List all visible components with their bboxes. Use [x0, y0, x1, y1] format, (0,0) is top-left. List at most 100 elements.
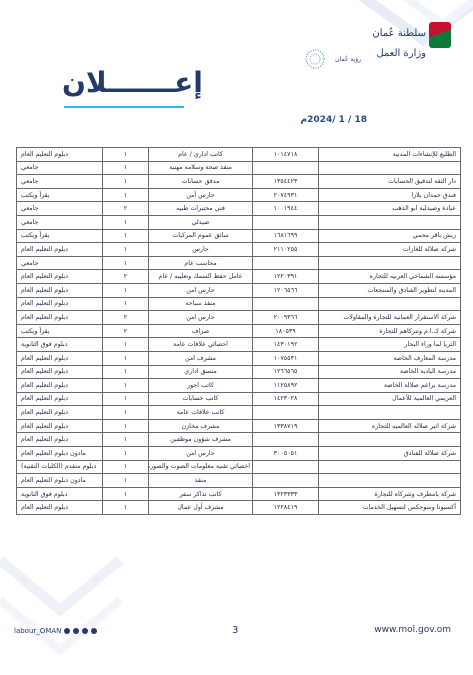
company-cell [318, 459, 461, 475]
qualification-cell: دبلوم التعليم العام [16, 418, 103, 434]
company-cell: مؤسسه الشماخي العربيه للتجاره [318, 269, 461, 284]
cr-number-cell [252, 473, 319, 488]
snapchat-icon[interactable] [91, 628, 98, 634]
count-cell: ١ [102, 255, 149, 271]
ministry-name: سلطنة عُمان وزارة العمل [372, 28, 426, 59]
company-cell: شركة بامطرف وشركاه للتجارة [318, 486, 461, 502]
job-title-cell: مشرف شؤون موظفين [148, 432, 253, 448]
table-row: العزيمي العالمية للأعمال ١٤٢٣٠٢٨ كاتب حساب… [16, 391, 461, 407]
qualification-cell: دبلوم التعليم العام [16, 269, 103, 284]
cr-number-cell [252, 459, 319, 475]
cr-number-cell [252, 255, 319, 271]
job-title-cell: محاسب عام [148, 255, 253, 271]
cr-number-cell: ١٣٥٤٤٢٣ [252, 174, 319, 189]
count-cell: ١ [102, 174, 149, 189]
table-row: زيش باقر محمي ١٦٨١٦٩٩ سائق عموم المركبات ١ ي… [16, 228, 461, 244]
table-row: فندق حمدان بلازا ٢٠٧٤٩٣١ حارس أمن ١ يقرأ ويك… [16, 187, 461, 203]
qualification-cell: يقرأ ويكتب [16, 187, 103, 203]
company-cell: شركة الاستقرار العمانية للتجارة والمقاول… [318, 310, 461, 325]
company-cell: زيش باقر محمي [318, 228, 461, 244]
twitter-icon[interactable] [73, 628, 80, 634]
cr-number-cell: ١٠٧٥٥٣١ [252, 350, 319, 366]
table-row: الطليع للإنشاءات المدنية ١٠١٤٧١٨ كاتب ادار… [16, 147, 461, 162]
cr-number-cell: ١٤٢٣٠٢٨ [252, 391, 319, 407]
website-link[interactable]: www.mol.gov.om [374, 625, 451, 635]
company-cell: شركة ك.ا.م ونتركاهم للتجارة [318, 323, 461, 339]
table-row: مؤسسه الشماخي العربيه للتجاره ١٢٢٠٣٩١ عامل… [16, 269, 461, 284]
qualification-cell: دبلوم التعليم العام [16, 391, 103, 407]
company-cell [318, 432, 461, 448]
table-row: شركة صلالة للفنادق ٣٠٠٥٠٥١ حارس امن ١ مادون … [16, 446, 461, 461]
qualification-cell: دبلوم فوق الثانوية [16, 486, 103, 502]
qualification-cell: دبلوم متقدم (الكليات التقنية) [16, 459, 103, 475]
qualification-cell: دبلوم التعليم العام [16, 378, 103, 393]
cr-number-cell [252, 296, 319, 312]
table-row: شركة صلالة للغازات ٢١١٠٢٥٥ حارس ١ دبلوم التع… [16, 242, 461, 257]
qualification-cell: جامعي [16, 160, 103, 176]
qualification-cell: جامعي [16, 214, 103, 230]
company-cell: دار الثقة لتدقيق الحسابات [318, 174, 461, 189]
table-row: شركة الاستقرار العمانية للتجارة والمقاول… [16, 310, 461, 325]
count-cell: ٢ [102, 310, 149, 325]
company-cell [318, 214, 461, 230]
qualification-cell: دبلوم التعليم العام [16, 364, 103, 380]
table-row: منقذ ١ مادون دبلوم التعليم العام [16, 473, 461, 488]
job-title-cell: صراف [148, 323, 253, 339]
cr-number-cell: ١٢٢٠٣٩١ [252, 269, 319, 284]
cr-number-cell: ١٢٠٦٥٦٦ [252, 282, 319, 298]
job-title-cell: كاتب حسابات [148, 391, 253, 407]
job-title-cell: حارس أمن [148, 187, 253, 203]
job-title-cell: مشرف مخازن [148, 418, 253, 434]
count-cell: ١ [102, 418, 149, 434]
facebook-icon[interactable] [64, 628, 71, 634]
job-title-cell: صيدلي [148, 214, 253, 230]
job-title-cell: اخصائي علاقات عامة [148, 337, 253, 352]
company-cell [318, 255, 461, 271]
table-row: المدينة لتطوير الفنادق والمنتجعات ١٢٠٦٥٦٦… [16, 282, 461, 298]
job-title-cell: منقذ [148, 473, 253, 488]
qualification-cell: مادون دبلوم التعليم العام [16, 446, 103, 461]
job-title-cell: كاتب اداري / عام [148, 147, 253, 162]
cr-number-cell [252, 405, 319, 420]
jobs-table: الطليع للإنشاءات المدنية ١٠١٤٧١٨ كاتب ادار… [16, 147, 461, 516]
cr-number-cell: ١٠٠١٩٤٤ [252, 201, 319, 216]
company-cell: عيادة وصيدلية ابو الذهب [318, 201, 461, 216]
cr-number-cell [252, 160, 319, 176]
job-title-cell: مشرف امن [148, 350, 253, 366]
count-cell: ١ [102, 378, 149, 393]
qualification-cell: دبلوم التعليم العام [16, 282, 103, 298]
qualification-cell: دبلوم التعليم العام [16, 500, 103, 516]
job-title-cell: منقذ سباحة [148, 296, 253, 312]
qualification-cell: دبلوم التعليم العام [16, 350, 103, 366]
table-row: شركة بامطرف وشركاه للتجارة ١٣٢٣٣٣٣ كاتب تذ… [16, 486, 461, 502]
vision-text: رؤية عُمان [335, 56, 361, 63]
job-title-cell: كاتب علاقات عامة [148, 405, 253, 420]
cr-number-cell [252, 214, 319, 230]
company-cell: مدرسة براعم صلالة الخاصة [318, 378, 461, 393]
company-cell: المدينة لتطوير الفنادق والمنتجعات [318, 282, 461, 298]
qualification-cell: دبلوم فوق الثانوية [16, 337, 103, 352]
job-title-cell: فني مختبرات طبيه [148, 201, 253, 216]
qualification-cell: مادون دبلوم التعليم العام [16, 473, 103, 488]
table-row: مدرسة البادية الخاصة ١٢٦٦٥٦٥ منسق اداري ١ دب… [16, 364, 461, 380]
qualification-cell: يقرأ ويكتب [16, 323, 103, 339]
qualification-cell: جامعي [16, 255, 103, 271]
job-title-cell: حارس امن [148, 446, 253, 461]
cr-number-cell: ٢١١٠٢٥٥ [252, 242, 319, 257]
cr-number-cell: ٣٠٠٥٠٥١ [252, 446, 319, 461]
job-title-cell: كاتب تذاكر سفر [148, 486, 253, 502]
page-title: إعـــــــلان [62, 66, 203, 99]
count-cell: ١ [102, 391, 149, 407]
count-cell: ١ [102, 459, 149, 475]
table-row: الثريا لما وراء البحار ١٤٣٠١٩٢ اخصائي علاق… [16, 337, 461, 352]
cr-number-cell: ١٨٠٥٣٩ [252, 323, 319, 339]
company-cell: الثريا لما وراء البحار [318, 337, 461, 352]
cr-number-cell: ٢٠٧٤٩٣١ [252, 187, 319, 203]
cr-number-cell [252, 432, 319, 448]
qualification-cell: دبلوم التعليم العام [16, 296, 103, 312]
table-row: اخصائي تقنية معلومات الصوت والصورة ١ دبلوم… [16, 459, 461, 475]
social-handle[interactable]: labour_OMAN [14, 627, 98, 635]
job-title-cell: حارس امن [148, 282, 253, 298]
job-title-cell: عامل حفظ السمك وتعليبه / عام [148, 269, 253, 284]
instagram-icon[interactable] [82, 628, 89, 634]
